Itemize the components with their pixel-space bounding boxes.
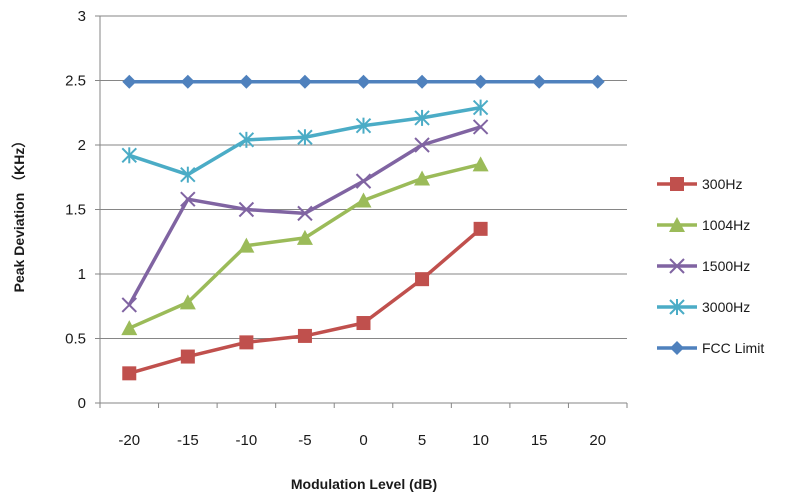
legend-item-1004hz: 1004Hz [657,217,750,233]
legend-label-1500hz: 1500Hz [702,258,750,274]
y-tick-label: 1 [78,266,86,283]
data-point-fcc-limit [122,74,137,89]
data-point-3000hz [121,147,137,164]
data-point-1004hz [472,156,489,172]
x-tick-label: 20 [589,432,606,449]
data-point-3000hz [297,129,313,146]
series-line-1004hz [128,162,482,330]
data-point-3000hz [472,99,489,116]
data-point-3000hz [414,109,430,126]
y-tick-label: 3 [78,8,86,25]
legend-item-fcc-limit: FCC Limit [657,340,764,356]
x-tick-label: 0 [359,432,367,449]
y-tick-label: 1.5 [65,202,86,219]
x-tick-label: 15 [531,432,548,449]
x-tick-label: -5 [298,432,311,449]
y-tick-label: 0.5 [65,331,86,348]
legend-marker-300hz [670,177,684,191]
data-point-1500hz [472,119,489,135]
data-point-3000hz [355,117,372,134]
series-fcc-limit [122,74,605,89]
y-tick-label: 0 [78,395,86,412]
legend: 300Hz 1004Hz 1500Hz 3000Hz FCC Limit [657,176,764,356]
data-point-fcc-limit [415,74,430,89]
x-tick-label: -15 [177,432,199,449]
x-tick-label: 5 [418,432,426,449]
legend-item-3000hz: 3000Hz [657,299,750,315]
data-point-1500hz [414,137,430,153]
data-point-1004hz [179,294,196,310]
data-point-300hz [473,221,488,236]
data-point-3000hz [238,131,255,148]
series-300hz [122,221,488,381]
legend-label-1004hz: 1004Hz [702,217,750,233]
data-point-1004hz [355,192,372,208]
x-axis-label: Modulation Level (dB) [291,476,437,492]
legend-marker-1500hz [669,258,685,274]
data-point-1004hz [296,229,313,245]
data-point-fcc-limit [590,74,605,89]
legend-label-300hz: 300Hz [702,176,742,192]
series-1004hz [121,156,489,336]
data-point-fcc-limit [532,74,547,89]
data-point-1500hz [121,297,137,313]
gridlines [100,15,627,339]
data-point-1004hz [121,320,138,336]
data-point-300hz [122,366,137,381]
data-point-fcc-limit [356,74,371,89]
data-point-300hz [297,328,312,343]
x-tick-label: -20 [118,432,140,449]
data-point-1004hz [414,170,431,186]
series-1500hz [121,119,489,313]
legend-marker-3000hz [669,299,685,315]
data-point-fcc-limit [473,74,488,89]
y-tick-label: 2 [78,137,86,154]
data-point-1500hz [355,173,372,189]
x-tick-labels: -20 -15 -10 -5 0 5 10 15 20 [118,432,606,449]
y-axis-label: Peak Deviation （KHz） [11,134,27,293]
data-point-fcc-limit [297,74,312,89]
data-point-300hz [239,335,254,350]
data-point-3000hz [180,166,196,183]
legend-item-300hz: 300Hz [657,176,742,192]
data-point-1004hz [238,237,255,253]
y-tick-label: 2.5 [65,73,86,90]
legend-marker-1004hz [669,217,685,232]
data-point-300hz [180,349,195,364]
legend-marker-fcc-limit [670,341,684,355]
data-point-300hz [415,272,430,287]
data-point-1500hz [238,201,255,218]
legend-item-1500hz: 1500Hz [657,258,750,274]
data-point-fcc-limit [180,74,195,89]
x-tick-label: 10 [472,432,489,449]
series-group [121,74,605,381]
series-3000hz [121,99,489,183]
x-tick-label: -10 [236,432,258,449]
legend-label-fcc-limit: FCC Limit [702,340,764,356]
axes [95,15,628,408]
y-tick-labels: 0 0.5 1 1.5 2 2.5 3 [65,8,86,412]
legend-label-3000hz: 3000Hz [702,299,750,315]
data-point-1500hz [180,191,196,207]
data-point-300hz [356,316,371,331]
data-point-fcc-limit [239,74,254,89]
data-point-1500hz [297,205,313,222]
